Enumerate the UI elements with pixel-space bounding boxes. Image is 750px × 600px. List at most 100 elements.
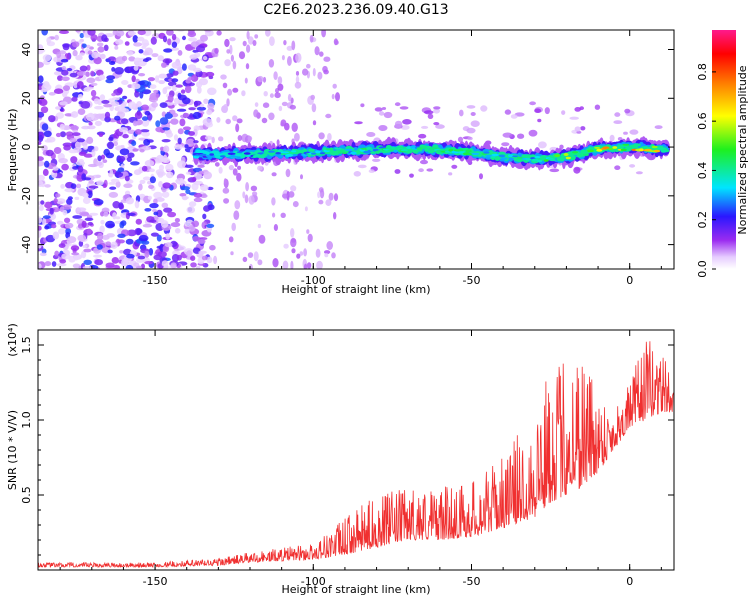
ridge-blob xyxy=(652,146,658,148)
noise-blob xyxy=(205,65,213,69)
noise-blob xyxy=(320,189,324,198)
noise-blob xyxy=(143,177,151,181)
noise-blob xyxy=(174,144,183,149)
noise-blob xyxy=(257,76,263,82)
noise-blob xyxy=(45,261,52,266)
noise-blob xyxy=(233,61,237,70)
noise-blob xyxy=(251,186,257,192)
noise-blob xyxy=(86,113,94,121)
noise-blob xyxy=(126,265,134,272)
noise-blob xyxy=(283,244,288,249)
noise-blob xyxy=(46,150,54,156)
noise-blob xyxy=(178,93,182,99)
noise-blob xyxy=(232,115,237,121)
noise-blob xyxy=(629,129,638,134)
noise-blob xyxy=(175,228,181,234)
noise-blob xyxy=(58,158,68,163)
noise-blob xyxy=(35,161,45,167)
noise-blob xyxy=(162,260,169,267)
noise-blob xyxy=(231,55,234,62)
noise-blob xyxy=(623,132,628,135)
noise-blob xyxy=(428,114,434,119)
noise-blob xyxy=(182,36,186,40)
noise-blob xyxy=(72,132,81,136)
noise-blob xyxy=(166,172,174,179)
noise-blob xyxy=(123,183,132,188)
noise-blob xyxy=(433,122,439,125)
ridge-blob xyxy=(308,149,315,152)
noise-blob xyxy=(318,132,324,139)
noise-blob xyxy=(224,59,231,66)
noise-blob xyxy=(44,161,49,168)
noise-blob xyxy=(131,140,136,146)
noise-blob xyxy=(82,245,87,248)
noise-blob xyxy=(99,75,105,81)
noise-blob xyxy=(302,69,308,76)
noise-blob xyxy=(87,229,92,235)
noise-blob xyxy=(243,257,248,262)
noise-blob xyxy=(121,118,128,124)
noise-blob xyxy=(95,121,102,126)
noise-blob xyxy=(196,126,200,129)
noise-blob xyxy=(420,160,428,164)
colorbar-label: Normalized spectral amplitude xyxy=(736,65,749,234)
noise-blob xyxy=(186,172,192,175)
noise-blob xyxy=(38,135,43,142)
ridge-blob xyxy=(612,146,617,149)
ridge-blob xyxy=(654,150,661,153)
noise-blob xyxy=(133,42,142,46)
noise-blob xyxy=(179,119,185,127)
noise-blob xyxy=(108,137,113,142)
noise-blob xyxy=(126,254,135,259)
noise-blob xyxy=(418,134,426,139)
noise-blob xyxy=(203,205,210,212)
noise-blob xyxy=(203,99,208,104)
y-tick-label: 40 xyxy=(20,43,33,57)
noise-blob xyxy=(96,180,103,185)
noise-blob xyxy=(43,54,52,61)
noise-blob xyxy=(61,164,69,171)
ridge-blob xyxy=(268,151,275,153)
x-tick-label: -50 xyxy=(463,274,481,287)
noise-blob xyxy=(178,138,182,145)
noise-blob xyxy=(218,136,223,141)
noise-blob xyxy=(160,102,168,108)
noise-blob xyxy=(85,87,94,90)
noise-blob xyxy=(224,178,227,184)
noise-blob xyxy=(70,73,78,78)
ridge-blob xyxy=(471,153,479,155)
noise-blob xyxy=(44,226,49,230)
noise-blob xyxy=(177,109,186,112)
y-tick-label: -20 xyxy=(20,187,33,205)
ridge-blob xyxy=(275,152,281,154)
noise-blob xyxy=(46,37,51,44)
noise-blob xyxy=(226,98,229,106)
noise-blob xyxy=(166,73,174,77)
noise-blob xyxy=(140,180,146,184)
noise-blob xyxy=(223,198,229,204)
noise-blob xyxy=(105,79,113,84)
noise-blob xyxy=(162,127,170,130)
noise-blob xyxy=(549,169,559,173)
noise-blob xyxy=(188,37,197,41)
noise-blob xyxy=(181,186,190,190)
noise-blob xyxy=(162,139,171,142)
noise-blob xyxy=(254,251,259,261)
noise-blob xyxy=(269,36,275,46)
noise-blob xyxy=(173,71,179,76)
x-tick-label: -50 xyxy=(463,575,481,588)
noise-blob xyxy=(307,262,311,268)
noise-blob xyxy=(206,109,212,115)
noise-blob xyxy=(140,149,145,153)
noise-blob xyxy=(183,113,189,117)
noise-blob xyxy=(127,213,136,216)
noise-blob xyxy=(91,90,96,97)
y-tick-label: 1.5 xyxy=(20,336,33,354)
ridge-blob xyxy=(334,148,342,150)
noise-blob xyxy=(409,174,414,178)
noise-blob xyxy=(194,198,203,202)
spectrogram-y-label: Frequency (Hz) xyxy=(6,109,19,192)
ridge-blob xyxy=(215,154,222,156)
noise-blob xyxy=(296,254,300,259)
noise-blob xyxy=(162,203,169,208)
